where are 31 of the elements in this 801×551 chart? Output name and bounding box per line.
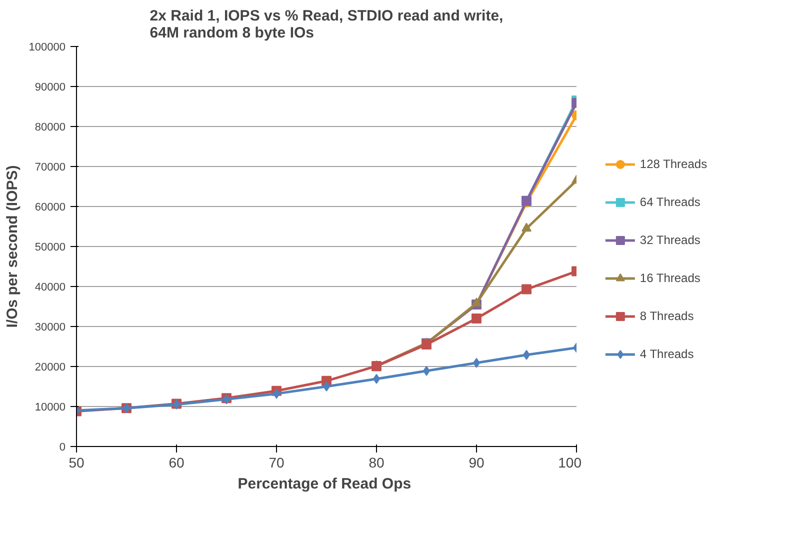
point [323,382,330,392]
y-tick-label: 60000 [34,202,66,214]
point [472,298,482,306]
y-tick-label: 40000 [34,282,66,294]
point [522,284,532,294]
y-tick-label: 0 [59,442,66,454]
legend-label: 32 Threads [640,232,700,246]
legend-label: 64 Threads [640,194,700,208]
x-axis-title: Percentage of Read Ops [238,476,412,492]
y-tick-label: 10000 [34,402,66,414]
y-tick-label: 70000 [34,162,66,174]
x-tick-label: 60 [168,454,184,470]
y-tick-label: 20000 [34,362,66,374]
legend-label: 4 Threads [640,346,694,360]
x-tick-label: 100 [558,454,582,470]
legend-label: 8 Threads [640,308,694,322]
point [472,314,482,324]
x-tick-label: 90 [468,454,484,470]
y-tick-label: 90000 [34,82,66,94]
x-tick-label: 80 [368,454,384,470]
y-tick-label: 30000 [34,322,66,334]
y-tick-label: 100000 [28,42,66,54]
point [522,222,532,232]
x-tick-label: 70 [268,454,284,470]
y-tick-label: 80000 [34,122,66,134]
x-tick-label: 50 [68,454,84,470]
y-tick-label: 50000 [34,242,66,254]
y-axis-title: I/Os per second (IOPS) [4,165,21,328]
chart-title: 2x Raid 1, IOPS vs % Read, STDIO read and write, 64M random 8 byte IOs [150,8,504,42]
legend-label: 16 Threads [640,270,700,284]
legend-label: 128 Threads [640,156,708,170]
